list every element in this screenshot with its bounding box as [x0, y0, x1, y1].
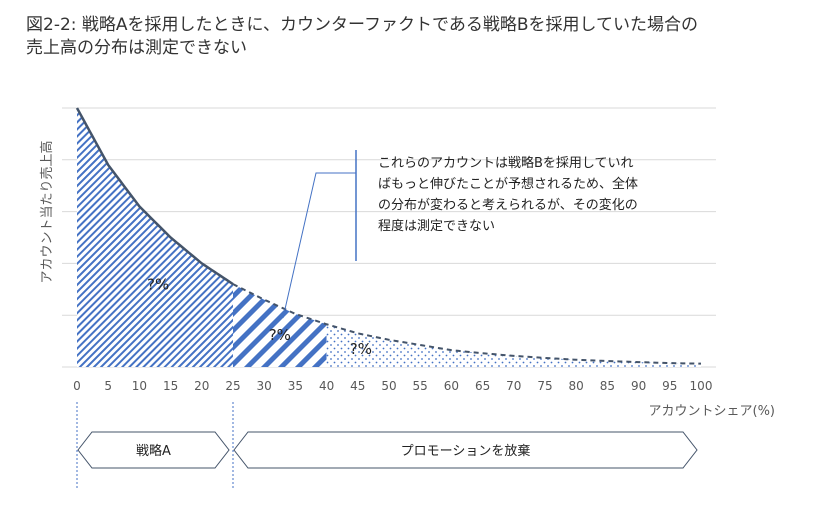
callout-line: の分布が変わると考えられるが、その変化の	[378, 197, 638, 213]
phase-label: プロモーションを放棄	[401, 444, 531, 459]
chart-title: 図2-2: 戦略Aを採用したときに、カウンターファクトである戦略Bを採用していた…	[26, 15, 698, 58]
x-tick-label: 45	[350, 379, 365, 393]
region-label: ?%	[350, 340, 372, 358]
region-label: ?%	[269, 326, 291, 344]
phase-arrows: 戦略A プロモーションを放棄	[76, 402, 698, 490]
region-labels: ?%?%?%	[147, 275, 372, 358]
x-tick-label: 55	[413, 379, 428, 393]
x-tick-label: 35	[288, 379, 303, 393]
x-tick-label: 100	[690, 379, 713, 393]
callout-line: これらのアカウントは戦略Bを採用していれ	[378, 155, 634, 171]
annotation-callout: これらのアカウントは戦略Bを採用していればもっと伸びたことが予想されるため、全体…	[282, 150, 638, 319]
x-tick-label: 80	[569, 379, 584, 393]
x-tick-label: 30	[257, 379, 272, 393]
phase-arrow	[77, 431, 230, 469]
callout-text: これらのアカウントは戦略Bを採用していればもっと伸びたことが予想されるため、全体…	[378, 155, 638, 234]
curve-dashed	[232, 283, 702, 365]
x-tick-label: 40	[319, 379, 334, 393]
x-tick-label: 65	[475, 379, 490, 393]
x-tick-label: 60	[444, 379, 459, 393]
curve-lines	[75, 107, 702, 365]
x-tick-label: 10	[132, 379, 147, 393]
x-tick-label: 5	[104, 379, 112, 393]
x-tick-label: 0	[73, 379, 81, 393]
x-tick-label: 90	[631, 379, 646, 393]
region-area	[77, 108, 233, 367]
x-ticks: 0 5 10 15 20 25 30 35 40 45 50 55 60 65 70 75 80 85 90 95 10…	[73, 379, 712, 393]
x-tick-label: 95	[662, 379, 677, 393]
callout-leader	[282, 172, 356, 319]
y-axis-label: アカウント当たり売上高	[39, 140, 55, 283]
x-tick-label: 15	[163, 379, 178, 393]
x-tick-label: 85	[600, 379, 615, 393]
callout-line: 程度は測定できない	[378, 218, 495, 234]
x-tick-label: 75	[537, 379, 552, 393]
x-tick-label: 70	[506, 379, 521, 393]
shaded-regions	[77, 108, 701, 367]
callout-line: ばもっと伸びたことが予想されるため、全体	[378, 176, 638, 192]
phase-label: 戦略A	[136, 443, 171, 459]
region-area	[326, 324, 701, 367]
x-tick-label: 50	[381, 379, 396, 393]
x-tick-label: 25	[225, 379, 240, 393]
x-tick-label: 20	[194, 379, 209, 393]
region-label: ?%	[147, 275, 169, 293]
curve-solid	[75, 107, 234, 286]
phase-arrow	[233, 431, 698, 469]
x-axis-label: アカウントシェア(%)	[649, 404, 776, 419]
region-area	[233, 284, 327, 367]
